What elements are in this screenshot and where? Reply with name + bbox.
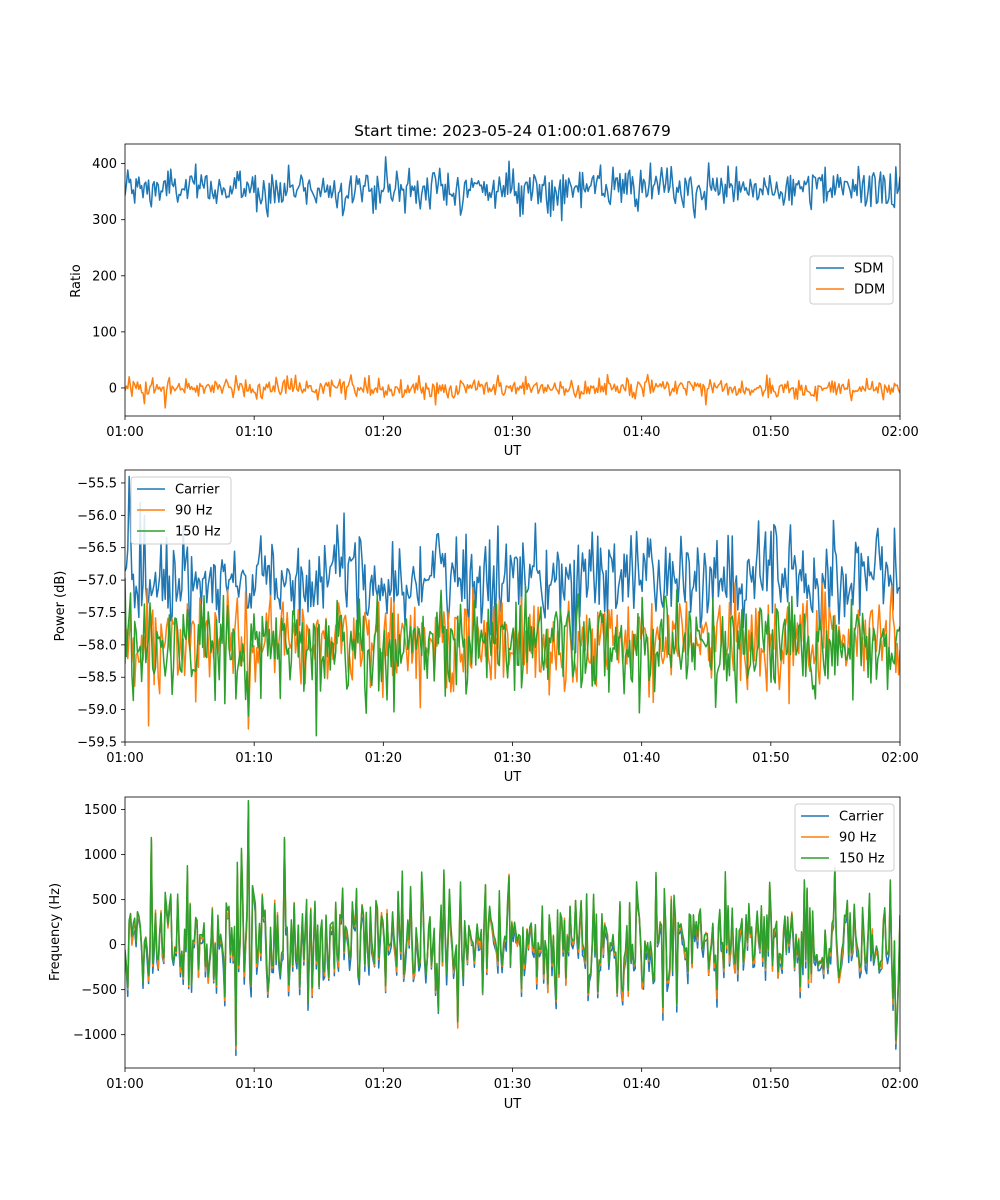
series-line-sdm [125, 156, 900, 222]
chart-panel-2: 01:00 01:10 01:20 01:30 01:40 01:50 02:00 −59.5… [77, 469, 919, 766]
series-line-90-hz [125, 582, 900, 730]
y-tick-label: −55.5 [77, 476, 117, 491]
y-tick-label: −58.5 [77, 671, 117, 686]
legend-label: SDM [854, 262, 883, 277]
x-tick-label: 01:40 [623, 751, 660, 766]
x-tick-label: 01:00 [106, 1077, 143, 1092]
series-line-150-hz [125, 578, 900, 737]
x-tick-label: 02:00 [881, 1077, 918, 1092]
x-tick-label: 02:00 [881, 425, 918, 440]
y-tick-label: −56.0 [77, 509, 117, 524]
ylabel-1: Ratio [69, 264, 84, 297]
x-tick-label: 01:50 [752, 425, 789, 440]
x-tick-label: 01:40 [623, 425, 660, 440]
ylabel-3: Frequency (Hz) [48, 883, 63, 981]
y-tick-label: 1000 [84, 848, 117, 863]
y-tick-label: −57.5 [77, 606, 117, 621]
xlabel-1: UT [504, 444, 522, 459]
x-tick-label: 01:20 [365, 1077, 402, 1092]
xlabel-2: UT [504, 770, 522, 785]
x-tick-label: 01:20 [365, 425, 402, 440]
ylabel-2: Power (dB) [53, 571, 68, 642]
y-tick-label: 0 [109, 381, 117, 396]
series-line-carrier [125, 475, 900, 654]
y-tick-label: 0 [109, 938, 117, 953]
y-tick-label: −57.0 [77, 574, 117, 589]
legend: Carrier 90 Hz 150 Hz [130, 476, 232, 545]
y-tick-label: 100 [92, 325, 117, 340]
y-tick-label: −59.0 [77, 703, 117, 718]
legend-label: 150 Hz [175, 525, 221, 540]
x-tick-label: 01:50 [752, 1077, 789, 1092]
x-tick-label: 01:10 [235, 425, 272, 440]
series-line-150-hz [125, 799, 900, 1047]
y-tick-label: −56.5 [77, 541, 117, 556]
y-tick-label: −58.0 [77, 638, 117, 653]
x-tick-label: 01:40 [623, 1077, 660, 1092]
x-tick-label: 01:50 [752, 751, 789, 766]
legend: SDM DDM [809, 255, 894, 305]
x-tick-label: 01:10 [235, 1077, 272, 1092]
y-tick-label: 400 [92, 157, 117, 172]
chart-title: Start time: 2023-05-24 01:00:01.687679 [354, 122, 671, 140]
x-tick-label: 01:30 [494, 751, 531, 766]
series-line-ddm [125, 373, 900, 409]
chart-panel-1: 01:00 01:10 01:20 01:30 01:40 01:50 02:00 0 100 2… [92, 143, 919, 440]
x-tick-label: 01:10 [235, 751, 272, 766]
y-tick-label: −500 [81, 983, 117, 998]
legend-label: 90 Hz [175, 504, 212, 519]
y-tick-label: 300 [92, 213, 117, 228]
y-tick-label: 500 [92, 893, 117, 908]
chart-panel-3: 01:00 01:10 01:20 01:30 01:40 01:50 02:00 −1000… [73, 796, 919, 1092]
x-tick-label: 01:20 [365, 751, 402, 766]
legend-label: 90 Hz [839, 831, 876, 846]
legend-label: DDM [854, 283, 885, 298]
x-tick-label: 01:30 [494, 425, 531, 440]
legend-label: Carrier [839, 810, 884, 825]
y-tick-label: 1500 [84, 803, 117, 818]
xlabel-3: UT [504, 1097, 522, 1112]
legend-label: Carrier [175, 483, 220, 498]
y-tick-label: 200 [92, 269, 117, 284]
x-tick-label: 01:30 [494, 1077, 531, 1092]
legend-box [130, 476, 232, 545]
legend-box [794, 803, 895, 872]
x-tick-label: 01:00 [106, 425, 143, 440]
legend: Carrier 90 Hz 150 Hz [794, 803, 895, 872]
y-tick-label: −59.5 [77, 736, 117, 751]
y-tick-label: −1000 [73, 1028, 117, 1043]
x-tick-label: 01:00 [106, 751, 143, 766]
legend-label: 150 Hz [839, 852, 885, 867]
x-tick-label: 02:00 [881, 751, 918, 766]
